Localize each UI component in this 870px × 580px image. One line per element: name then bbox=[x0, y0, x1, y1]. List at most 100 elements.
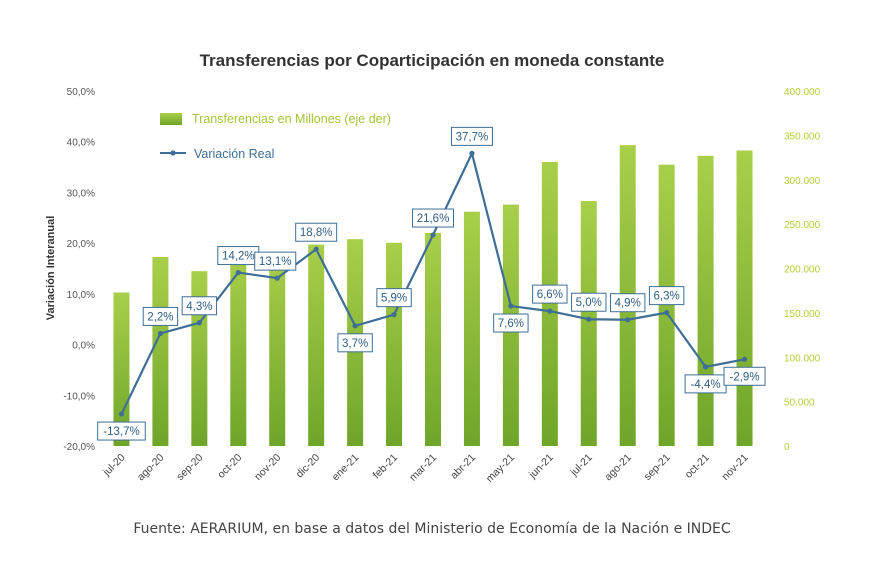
x-axis: jul-20 ago-20 sep-20 oct-20 nov-20 dic-20 ene-… bbox=[100, 452, 751, 485]
bar bbox=[308, 244, 325, 446]
x-tick-label: jul-20 bbox=[100, 452, 127, 479]
x-tick-label: ago-21 bbox=[602, 452, 634, 484]
data-label: 6,6% bbox=[537, 289, 563, 301]
right-tick-label: 400.000 bbox=[784, 87, 821, 98]
right-tick-label: 150.000 bbox=[784, 309, 821, 320]
x-tick-label: jul-21 bbox=[568, 452, 595, 479]
right-tick-label: 350.000 bbox=[784, 131, 821, 142]
right-tick-label: 300.000 bbox=[784, 176, 821, 187]
y-axis-label: Variación Interanual bbox=[45, 216, 57, 321]
line-marker bbox=[586, 316, 592, 322]
line-marker bbox=[118, 411, 125, 417]
line-marker bbox=[702, 364, 709, 370]
line-marker bbox=[508, 303, 514, 309]
chart-title: Transferencias por Coparticipación en mo… bbox=[200, 51, 665, 70]
x-tick-label: oct-21 bbox=[683, 452, 712, 481]
left-tick-label: 50,0% bbox=[67, 87, 95, 98]
line-marker bbox=[352, 323, 358, 329]
data-label: 37,7% bbox=[456, 131, 489, 143]
line-marker bbox=[235, 269, 241, 276]
legend-line-marker bbox=[170, 150, 176, 156]
x-tick-label: mar-21 bbox=[407, 452, 439, 484]
line-marker bbox=[741, 356, 748, 362]
line-marker bbox=[547, 308, 553, 314]
bar bbox=[463, 211, 480, 446]
data-label-box bbox=[376, 288, 412, 308]
data-label: 18,8% bbox=[300, 227, 333, 239]
data-label: 7,6% bbox=[498, 318, 524, 330]
left-tick-label: 20,0% bbox=[67, 239, 95, 250]
data-label-box bbox=[181, 296, 218, 316]
x-tick-label: feb-21 bbox=[371, 452, 401, 482]
left-tick-label: -10,0% bbox=[63, 391, 95, 402]
bar bbox=[658, 164, 675, 446]
data-label-box bbox=[412, 208, 454, 228]
line-marker bbox=[664, 310, 670, 316]
bar bbox=[541, 162, 558, 446]
data-label: -13,7% bbox=[103, 426, 139, 438]
data-label: 4,3% bbox=[186, 301, 212, 313]
line-marker bbox=[274, 275, 280, 281]
data-label-box bbox=[493, 313, 529, 333]
data-label-box bbox=[532, 284, 568, 304]
data-label-box bbox=[648, 286, 685, 306]
data-label-box bbox=[571, 292, 607, 312]
line-marker bbox=[430, 232, 436, 238]
right-tick-label: 50.000 bbox=[784, 398, 815, 409]
data-label: 5,9% bbox=[381, 293, 407, 305]
x-tick-label: ene-21 bbox=[330, 452, 362, 484]
data-label: 13,1% bbox=[259, 256, 292, 268]
data-label-box bbox=[610, 293, 646, 313]
x-tick-label: oct-20 bbox=[215, 452, 244, 481]
right-tick-label: 0 bbox=[784, 442, 790, 453]
line-marker bbox=[157, 330, 164, 337]
x-tick-label: may-21 bbox=[484, 452, 517, 485]
bar bbox=[580, 201, 597, 446]
bar bbox=[736, 150, 753, 446]
data-label: 5,0% bbox=[576, 297, 602, 309]
data-labels: -13,7% 2,2% 4,3% 14,2% 13,1% 18,8% 3,7% 5,9% 21,… bbox=[97, 126, 766, 441]
data-label: 3,7% bbox=[342, 338, 368, 350]
bar bbox=[269, 251, 286, 446]
data-label: -4,4% bbox=[691, 379, 721, 391]
line-marker bbox=[313, 246, 319, 252]
left-tick-label: 40,0% bbox=[67, 138, 95, 149]
source-note: Fuente: AERARIUM, en base a datos del Mi… bbox=[133, 521, 731, 537]
bar bbox=[425, 233, 441, 446]
x-tick-label: nov-20 bbox=[252, 452, 283, 483]
legend-bar-swatch bbox=[160, 113, 182, 125]
x-tick-label: ago-20 bbox=[135, 452, 167, 484]
data-label: 21,6% bbox=[417, 213, 450, 225]
line-marker bbox=[625, 317, 631, 323]
data-label: -2,9% bbox=[730, 371, 760, 383]
data-label-box bbox=[337, 333, 373, 353]
legend: Transferencias en Millones (eje der) Var… bbox=[160, 112, 391, 161]
data-label-box bbox=[723, 366, 766, 386]
data-label: 2,2% bbox=[147, 311, 173, 323]
left-tick-label: 10,0% bbox=[67, 290, 95, 301]
x-tick-label: sep-21 bbox=[642, 452, 673, 483]
data-label-box bbox=[254, 251, 297, 271]
bar bbox=[386, 242, 403, 446]
data-label: 6,3% bbox=[654, 291, 680, 303]
line-marker bbox=[469, 150, 475, 156]
x-tick-label: jun-21 bbox=[526, 452, 556, 482]
bar bbox=[152, 256, 169, 446]
x-tick-label: sep-20 bbox=[174, 452, 205, 483]
data-label: 14,2% bbox=[222, 251, 255, 263]
right-axis: 0 50.000 100.000 150.000 200.000 250.000 300.0… bbox=[784, 87, 821, 453]
legend-line-label: Variación Real bbox=[194, 147, 274, 161]
x-tick-label: nov-21 bbox=[719, 452, 750, 483]
bar bbox=[697, 155, 714, 446]
left-tick-label: 0,0% bbox=[72, 341, 95, 352]
legend-bar-label: Transferencias en Millones (eje der) bbox=[192, 112, 391, 126]
right-tick-label: 250.000 bbox=[784, 220, 821, 231]
right-tick-label: 100.000 bbox=[784, 353, 821, 364]
left-axis: -20,0% -10,0% 0,0% 10,0% 20,0% 30,0% 40,0% 50,0… bbox=[63, 87, 95, 453]
left-tick-label: 30,0% bbox=[67, 188, 95, 199]
left-tick-label: -20,0% bbox=[63, 442, 95, 453]
line-series bbox=[118, 150, 748, 417]
right-tick-label: 200.000 bbox=[784, 265, 821, 276]
data-label-box bbox=[295, 222, 338, 242]
